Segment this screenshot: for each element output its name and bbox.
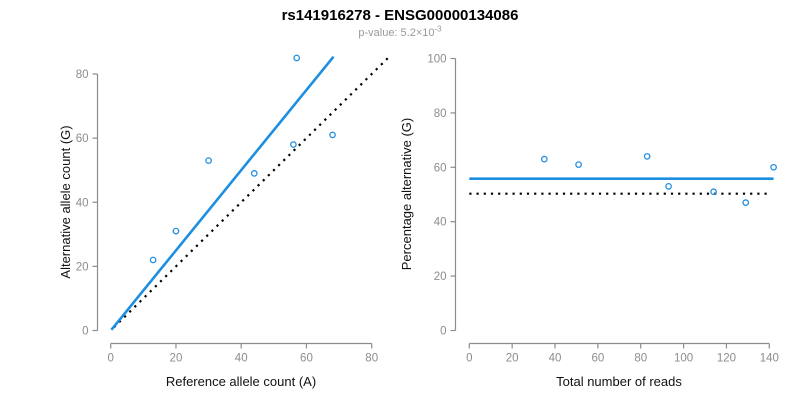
x-tick-label: 140 <box>760 353 779 365</box>
p-value-exponent: -3 <box>434 24 442 34</box>
y-tick-label: 40 <box>76 197 89 209</box>
figure-subtitle: p-value: 5.2×10-3 <box>0 24 800 39</box>
figure-title: rs141916278 - ENSG00000134086 <box>281 7 519 24</box>
x-tick-label: 40 <box>549 353 562 365</box>
fit-line <box>110 55 335 331</box>
data-point <box>770 163 777 171</box>
data-point <box>250 170 258 177</box>
left-plot: 0 20 40 60 80 0 20 40 60 80 Reference allele count… <box>58 54 389 389</box>
y-tick-label: 80 <box>434 108 447 120</box>
y-tick-label: 60 <box>434 162 447 174</box>
x-tick-label: 80 <box>634 353 647 365</box>
data-point <box>329 131 336 139</box>
data-point <box>205 157 212 164</box>
y-axis-title: Alternative allele count (G) <box>58 125 73 278</box>
identity-line <box>113 57 389 329</box>
data-points <box>540 153 777 207</box>
data-point <box>665 182 672 190</box>
data-point <box>540 155 548 163</box>
x-tick-label: 80 <box>365 353 378 365</box>
x-tick-label: 0 <box>466 353 472 365</box>
x-tick-label: 60 <box>591 353 604 365</box>
right-plot: 0 20 40 60 80 100 0 20 40 60 80 100 120 140 Total numb… <box>399 54 779 390</box>
y-tick-label: 100 <box>427 54 446 66</box>
x-tick-label: 100 <box>674 353 693 365</box>
y-tick-label: 0 <box>82 326 88 338</box>
y-axis-title: Percentage alternative (G) <box>399 118 414 270</box>
data-point <box>172 227 180 235</box>
x-tick-label: 120 <box>717 353 736 365</box>
y-axis: 0 20 40 60 80 100 <box>427 54 457 338</box>
data-point <box>575 161 582 168</box>
y-tick-label: 20 <box>76 261 89 273</box>
data-point <box>710 188 717 196</box>
x-tick-label: 20 <box>506 353 519 365</box>
x-tick-label: 20 <box>170 353 183 365</box>
data-point <box>293 54 301 62</box>
y-tick-label: 0 <box>440 326 446 338</box>
y-tick-label: 80 <box>76 69 89 81</box>
x-tick-label: 40 <box>235 353 248 365</box>
data-point <box>290 141 297 148</box>
x-axis-title: Total number of reads <box>556 374 682 389</box>
data-point <box>643 153 651 160</box>
y-tick-label: 60 <box>76 133 89 145</box>
x-axis-title: Reference allele count (A) <box>166 374 316 389</box>
y-axis: 0 20 40 60 80 <box>76 69 99 338</box>
p-value-text: p-value: 5.2×10 <box>358 27 435 39</box>
data-point <box>149 256 157 264</box>
x-axis: 0 20 40 60 80 100 120 140 <box>466 342 779 365</box>
y-tick-label: 20 <box>434 271 447 283</box>
x-tick-label: 0 <box>107 353 113 365</box>
data-points <box>149 54 336 264</box>
x-axis: 0 20 40 60 80 <box>107 342 378 365</box>
y-tick-label: 40 <box>434 217 447 229</box>
data-point <box>742 199 750 207</box>
x-tick-label: 60 <box>300 353 313 365</box>
